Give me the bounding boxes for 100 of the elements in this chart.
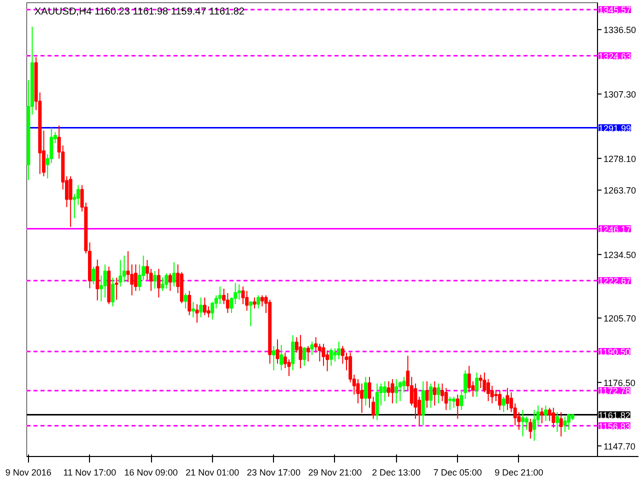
candlestick [475, 372, 479, 398]
candlestick [383, 380, 387, 402]
candlestick [188, 290, 192, 316]
candlestick [436, 383, 440, 404]
candlestick [191, 301, 195, 318]
candlestick [226, 292, 230, 314]
candlestick [218, 286, 222, 305]
candlestick [149, 268, 153, 292]
candlestick [103, 264, 107, 298]
candlestick [444, 387, 448, 410]
chart-title: XAUUSD,H4 1160.23 1161.98 1159.47 1161.82 [34, 6, 245, 18]
candlestick [532, 409, 536, 442]
candlestick [68, 176, 72, 228]
candlestick [429, 383, 433, 408]
candlestick [184, 292, 188, 310]
candlestick [280, 344, 284, 371]
candlestick [195, 304, 199, 324]
candlestick [110, 277, 114, 307]
candlestick [502, 396, 506, 413]
candlestick [552, 407, 556, 428]
y-tick-label: 1205.70 [604, 314, 636, 324]
x-tick-label: 9 Dec 21:00 [494, 468, 544, 478]
candlestick [291, 334, 295, 371]
candlestick [153, 270, 157, 290]
candlestick [467, 365, 471, 393]
candlestick [494, 390, 498, 402]
candlestick [245, 290, 249, 312]
candlestick [248, 301, 252, 327]
candlestick [563, 416, 567, 433]
candlestick [506, 387, 510, 410]
candlestick [199, 297, 203, 318]
x-tick-label: 7 Dec 05:00 [433, 468, 482, 478]
candlestick [164, 272, 168, 290]
x-tick-label: 16 Nov 09:00 [124, 468, 178, 478]
candlestick [333, 348, 337, 362]
candlestick [390, 378, 394, 404]
ref-line-label: 1246.17 [598, 224, 632, 234]
candlestick [456, 394, 460, 420]
candlestick [310, 341, 314, 356]
candlestick [452, 396, 456, 408]
candlestick [337, 341, 341, 360]
candlestick [118, 260, 122, 287]
candlestick [260, 294, 264, 307]
candlestick [302, 346, 306, 366]
ref-line-label: 1291.99 [598, 123, 632, 134]
candlestick [432, 380, 436, 406]
candlestick [114, 277, 118, 300]
y-tick-label: 1307.30 [604, 90, 636, 100]
y-tick-label: 1263.70 [604, 186, 636, 196]
candlestick [92, 266, 96, 285]
candlestick [276, 338, 280, 364]
ref-line-label: 1172.78 [598, 386, 630, 396]
x-tick-label: 29 Nov 21:00 [308, 468, 362, 478]
y-tick-label: 1234.50 [604, 250, 636, 260]
candlestick [528, 418, 532, 440]
candlestick [168, 272, 172, 292]
candlestick [122, 255, 126, 283]
candlestick [356, 378, 360, 404]
x-tick-label: 23 Nov 17:00 [246, 468, 300, 478]
ref-line-label: 1190.50 [598, 347, 630, 358]
candlestick [386, 380, 390, 398]
candlestick [329, 348, 333, 366]
x-tick-label: 11 Nov 17:00 [63, 468, 116, 478]
candlestick [425, 380, 429, 408]
candlestick [172, 262, 176, 287]
candlestick [521, 409, 525, 437]
candlestick [134, 264, 138, 292]
candlestick [256, 294, 260, 310]
candlestick [156, 268, 160, 298]
candlestick [202, 297, 206, 316]
x-tick-label: 21 Nov 01:00 [186, 468, 240, 478]
candlestick [559, 412, 563, 437]
candlestick [540, 407, 544, 424]
candlestick [160, 277, 164, 292]
candlestick [375, 383, 379, 420]
candlestick [206, 306, 210, 318]
candlestick [287, 358, 291, 377]
x-tick-label: 9 Nov 2016 [5, 468, 52, 478]
candlestick [556, 412, 560, 433]
y-tick-label: 1278.10 [604, 154, 636, 164]
y-tick-label: 1176.50 [604, 378, 636, 388]
candlestick [394, 378, 398, 404]
candlestick [306, 346, 310, 362]
ref-line-label: 1345.57 [598, 5, 632, 16]
ref-line-label: 1161.82 [598, 410, 630, 420]
y-tick-label: 1336.50 [604, 25, 636, 36]
candlestick [567, 414, 571, 430]
ref-line-label: 1324.63 [598, 51, 632, 62]
y-tick-label: 1147.70 [604, 441, 636, 452]
candlestick [398, 380, 402, 402]
candlestick [364, 376, 368, 406]
candlestick [482, 372, 486, 393]
candlestick [272, 346, 276, 371]
candlestick [252, 297, 256, 310]
ref-line-label: 1156.83 [598, 421, 630, 432]
candlestick [237, 284, 241, 300]
candlestick [96, 259, 100, 301]
candlestick [498, 390, 502, 410]
candlestick [544, 405, 548, 422]
candlestick [360, 383, 364, 414]
